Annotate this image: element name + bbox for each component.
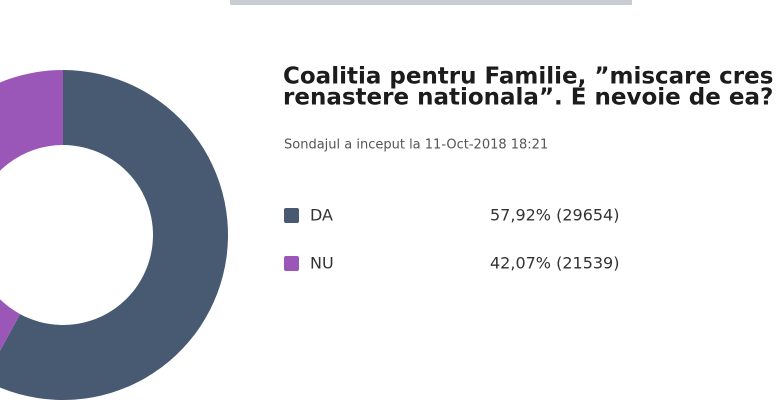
poll-subtitle: Sondajul a inceput la 11-Oct-2018 18:21 xyxy=(284,138,548,153)
legend-swatch xyxy=(284,208,299,223)
legend-swatch xyxy=(284,256,299,271)
image-edge xyxy=(230,0,632,5)
poll-title: renastere nationala”. E nevoie de ea? xyxy=(283,85,773,111)
poll-title: Coalitia pentru Familie, ”miscare cres xyxy=(283,64,773,90)
donut-slice xyxy=(0,70,63,351)
value-label: 57,92% (29654) xyxy=(490,206,619,225)
legend-label: NU xyxy=(310,254,334,273)
value-label: 42,07% (21539) xyxy=(490,254,619,273)
donut-slice xyxy=(0,70,228,400)
legend-label: DA xyxy=(310,206,333,225)
